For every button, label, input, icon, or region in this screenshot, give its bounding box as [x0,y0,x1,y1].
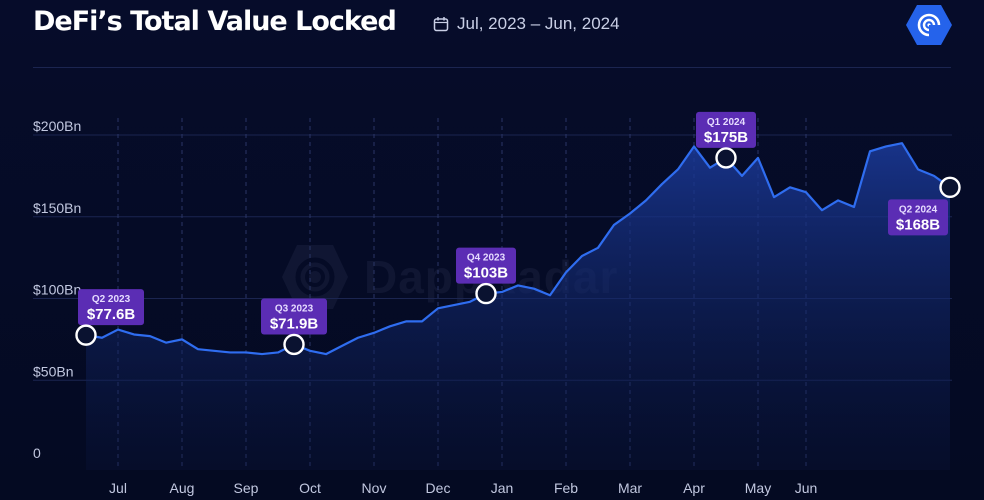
data-point-marker [475,282,497,305]
quarter-callout: Q1 2024$175B [696,111,756,169]
data-point-marker [939,176,961,199]
x-tick-label: Apr [683,480,705,496]
x-tick-label: Jan [491,480,514,496]
dappradar-logo-icon [905,4,953,46]
x-tick-label: Feb [554,480,578,496]
x-tick-label: Aug [170,480,195,496]
callout-box [888,199,948,236]
x-tick-label: Jun [795,480,818,496]
x-tick-label: Oct [299,480,321,496]
calendar-icon [433,16,449,32]
callout-value: $71.9B [270,315,319,332]
page-title: DeFi’s Total Value Locked [33,6,397,37]
callout-box [78,289,144,326]
x-tick-label: Dec [426,480,451,496]
y-tick-label: 0 [33,445,41,461]
callout-quarter: Q4 2023 [467,253,506,264]
x-tick-label: Jul [109,480,127,496]
x-tick-label: Mar [618,480,642,496]
callout-value: $175B [704,129,748,146]
callout-quarter: Q2 2024 [899,204,938,215]
callout-quarter: Q3 2023 [275,303,314,314]
date-range[interactable]: Jul, 2023 – Jun, 2024 [433,14,620,34]
x-tick-label: May [745,480,771,496]
callout-box [456,247,516,284]
tvl-area-fill [86,143,950,471]
tvl-line [85,142,951,356]
callout-quarter: Q1 2024 [707,117,746,128]
data-point-marker [283,333,305,356]
quarter-callout: Q4 2023$103B [456,247,516,305]
quarter-callout: Q2 2024$168B [888,176,961,236]
callout-quarter: Q2 2023 [92,294,131,305]
y-tick-label: $200Bn [33,118,81,134]
x-tick-label: Nov [362,480,387,496]
quarter-callout: Q3 2023$71.9B [261,298,327,356]
callout-value: $168B [896,216,940,233]
quarter-callout: Q2 2023$77.6B [75,289,144,346]
y-tick-label: $150Bn [33,200,81,216]
header-divider [33,67,951,68]
callout-box [696,111,756,148]
y-tick-label: $50Bn [33,363,73,379]
y-tick-label: $100Bn [33,282,81,298]
x-tick-label: Sep [234,480,259,496]
data-point-marker [715,147,737,169]
callout-value: $77.6B [87,306,136,323]
date-range-label: Jul, 2023 – Jun, 2024 [457,14,620,33]
callout-value: $103B [464,265,508,282]
data-point-marker [75,324,97,346]
callout-box [261,298,327,335]
dappradar-watermark-icon [282,245,348,309]
